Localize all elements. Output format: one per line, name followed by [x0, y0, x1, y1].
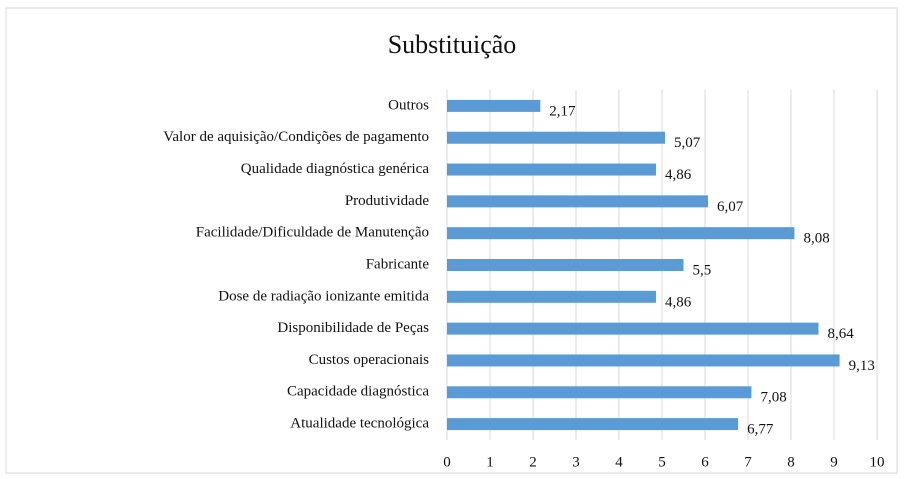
data-label: 6,77 — [747, 422, 774, 438]
bar — [447, 386, 752, 399]
x-tick-label: 7 — [744, 454, 752, 470]
data-label: 5,07 — [674, 135, 701, 151]
data-label: 9,13 — [849, 358, 875, 374]
x-tick-label: 6 — [701, 454, 709, 470]
y-tick-label: Disponibilidade de Peças — [277, 320, 429, 336]
x-tick-label: 3 — [572, 454, 580, 470]
bar — [447, 131, 666, 144]
x-tick-label: 4 — [615, 454, 623, 470]
y-tick-label: Outros — [388, 97, 429, 113]
bar — [447, 227, 795, 240]
bar — [447, 290, 656, 303]
bar — [447, 99, 541, 112]
x-tick-label: 0 — [443, 454, 451, 470]
x-tick-label: 2 — [529, 454, 537, 470]
data-label: 4,86 — [665, 167, 692, 183]
y-tick-label: Produtividade — [345, 193, 429, 209]
bar — [447, 322, 819, 335]
chart-title: Substituição — [388, 30, 517, 59]
y-tick-label: Fabricante — [366, 256, 430, 272]
x-tick-label: 8 — [787, 454, 795, 470]
bar — [447, 418, 739, 431]
bar — [447, 195, 709, 208]
y-tick-label: Atualidade tecnológica — [290, 416, 429, 432]
y-tick-label: Qualidade diagnóstica genérica — [241, 161, 430, 177]
bar — [447, 259, 684, 271]
bar — [447, 354, 840, 367]
x-tick-label: 1 — [486, 454, 494, 470]
data-label: 7,08 — [760, 390, 786, 406]
data-label: 5,5 — [693, 262, 712, 278]
data-label: 2,17 — [549, 103, 576, 119]
y-tick-label: Dose de radiação ionizante emitida — [218, 288, 429, 304]
data-label: 6,07 — [717, 199, 744, 215]
y-tick-label: Custos operacionais — [309, 352, 430, 368]
data-label: 8,08 — [803, 231, 829, 247]
bar — [447, 163, 656, 176]
data-label: 8,64 — [828, 326, 855, 342]
data-label: 4,86 — [665, 294, 692, 310]
x-tick-label: 10 — [870, 454, 885, 470]
y-tick-label: Valor de aquisição/Condições de pagament… — [163, 129, 429, 145]
x-tick-label: 5 — [658, 454, 666, 470]
y-tick-label: Facilidade/Dificuldade de Manutenção — [196, 225, 429, 241]
x-tick-label: 9 — [830, 454, 838, 470]
y-tick-label: Capacidade diagnóstica — [287, 384, 429, 400]
